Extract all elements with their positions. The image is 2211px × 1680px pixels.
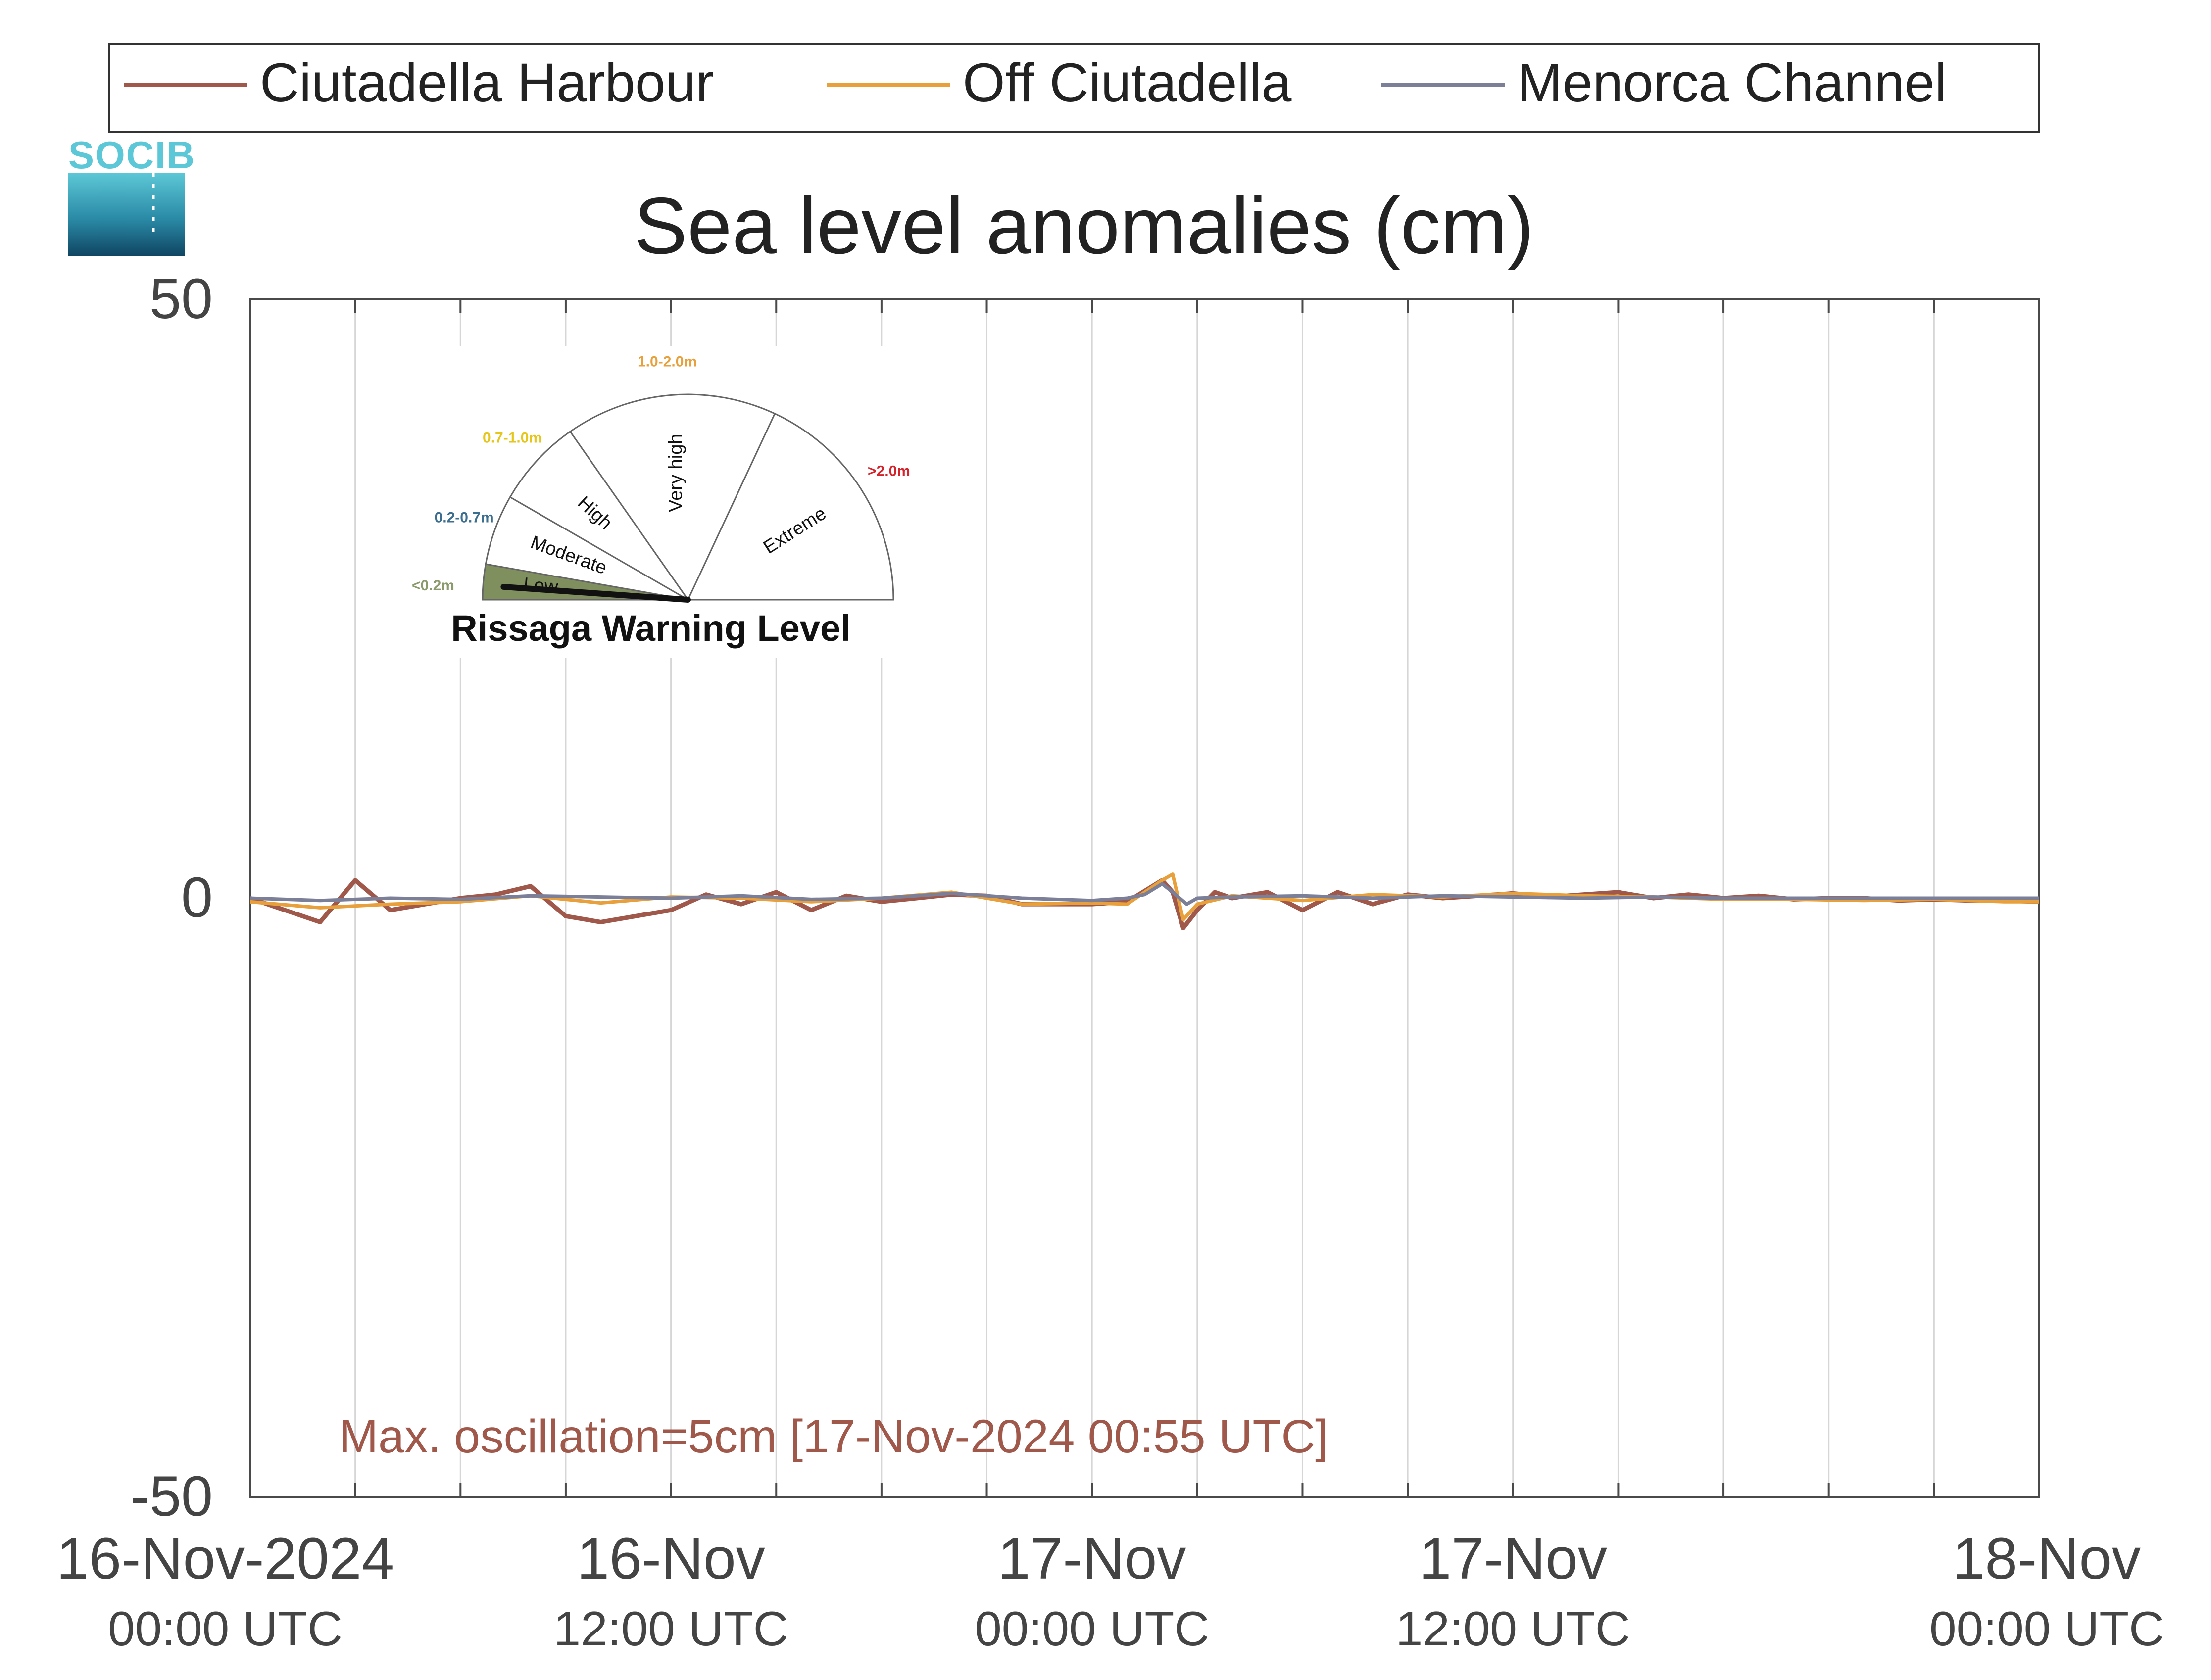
x-tick-date-label: 16-Nov-2024 [56,1526,394,1591]
gauge-sector [687,412,894,601]
x-minor-ticks [354,299,1935,1497]
y-tick-label: -50 [131,1465,213,1528]
gauge-title: Rissaga Warning Level [451,608,850,649]
gauge-sector-label: Very high [666,433,687,512]
y-axis: 50 0 -50 [131,267,213,1528]
gauge-sector [509,431,689,601]
legend-label: Ciutadella Harbour [260,52,714,113]
gauge-range-label: <0.2m [412,577,454,594]
legend-label: Off Ciutadella [963,52,1292,113]
socib-logo: SOCIB [68,133,196,256]
y-tick-label: 50 [149,267,213,331]
chart-title: Sea level anomalies (cm) [634,181,1534,271]
x-tick-time-label: 12:00 UTC [1396,1601,1630,1656]
series-line-menorca-channel [250,882,2039,906]
gauge-range-label: 0.2-0.7m [435,509,494,526]
gauge-range-label: 0.7-1.0m [483,430,542,446]
series-layer [250,872,2039,930]
gauge-range-label: >2.0m [868,463,910,479]
legend: Ciutadella Harbour Off Ciutadella Menorca … [108,43,2040,133]
x-tick-time-label: 00:00 UTC [108,1601,343,1656]
gauge-range-label: 1.0-2.0m [638,353,697,370]
x-tick-time-label: 12:00 UTC [554,1601,788,1656]
gauge-sector [569,393,776,601]
x-tick-date-label: 16-Nov [577,1526,765,1591]
gauge-needle [500,583,691,603]
x-tick-date-label: 17-Nov [1419,1526,1607,1591]
y-tick-label: 0 [181,866,213,929]
socib-logo-block [68,173,185,256]
socib-logo-text: SOCIB [68,133,196,177]
x-axis: 16-Nov-2024 00:00 UTC 16-Nov 12:00 UTC 17-No… [56,1526,2164,1656]
x-tick-time-label: 00:00 UTC [1929,1601,2164,1656]
legend-frame [108,43,2040,133]
x-tick-date-label: 17-Nov [998,1526,1186,1591]
legend-label: Menorca Channel [1517,52,1947,113]
x-tick-time-label: 00:00 UTC [975,1601,1209,1656]
x-tick-date-label: 18-Nov [1953,1526,2141,1591]
gauge-sector [485,496,688,601]
max-oscillation-annotation: Max. oscillation=5cm [17-Nov-2024 00:55 … [339,1410,1328,1463]
